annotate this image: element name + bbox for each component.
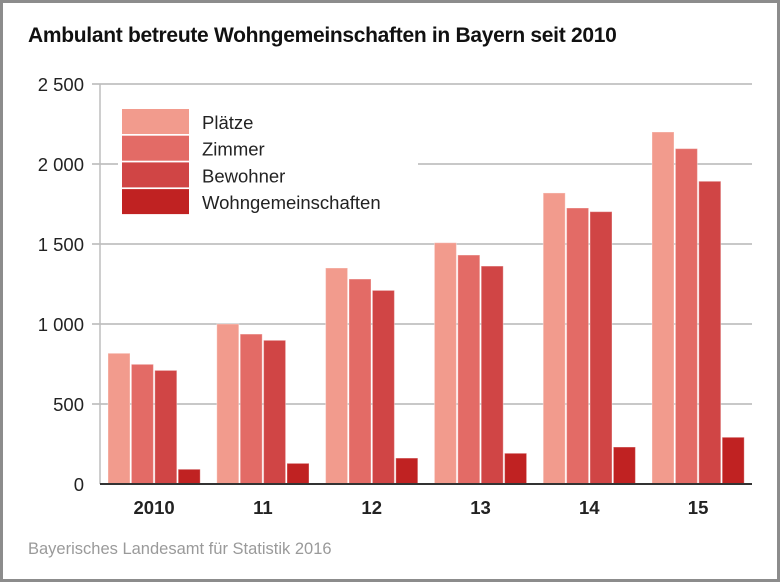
- legend-label: Zimmer: [202, 139, 265, 160]
- bar-pl-tze-11: [216, 323, 240, 485]
- bar-bewohner-15: [698, 180, 722, 485]
- legend-label: Wohngemeinschaften: [202, 192, 381, 213]
- y-tick-label: 0: [74, 474, 84, 495]
- bar-pl-tze-2010: [107, 352, 131, 485]
- bar-wohngemeinschaften-14: [612, 446, 636, 485]
- source-note: Bayerisches Landesamt für Statistik 2016: [28, 540, 332, 558]
- bar-zimmer-2010: [130, 363, 154, 485]
- bar-wohngemeinschaften-13: [504, 452, 528, 485]
- bar-bewohner-12: [371, 289, 395, 485]
- y-tick-label: 500: [53, 394, 84, 415]
- chart-title: Ambulant betreute Wohngemeinschaften in …: [28, 24, 617, 47]
- legend-swatch: [122, 109, 189, 134]
- y-tick-label: 2 000: [38, 154, 84, 175]
- bar-pl-tze-14: [542, 192, 566, 485]
- bars: [107, 131, 745, 485]
- bar-wohngemeinschaften-12: [395, 457, 419, 485]
- legend-swatch: [122, 189, 189, 215]
- bar-pl-tze-13: [433, 242, 457, 485]
- y-tick-label: 1 500: [38, 234, 84, 255]
- bar-bewohner-2010: [154, 369, 178, 485]
- legend-swatch: [122, 135, 189, 161]
- bar-wohngemeinschaften-11: [286, 462, 310, 485]
- legend-label: Bewohner: [202, 165, 285, 186]
- bar-bewohner-13: [480, 265, 504, 485]
- bar-pl-tze-12: [325, 267, 349, 485]
- bar-zimmer-11: [239, 333, 263, 485]
- x-tick-label: 12: [361, 497, 382, 518]
- x-tick-label: 14: [579, 497, 600, 518]
- x-tick-label: 15: [688, 497, 709, 518]
- bar-zimmer-12: [348, 278, 372, 485]
- legend-label: Plätze: [202, 112, 253, 133]
- bar-pl-tze-15: [651, 131, 675, 485]
- bar-zimmer-14: [566, 207, 590, 485]
- bar-zimmer-13: [457, 254, 481, 485]
- bar-bewohner-14: [589, 211, 613, 485]
- bar-wohngemeinschaften-15: [721, 436, 745, 485]
- legend: Plätze Zimmer Bewohner Wohngemeinschaften: [118, 105, 418, 215]
- y-tick-label: 1 000: [38, 314, 84, 335]
- x-tick-label: 11: [253, 497, 273, 518]
- y-tick-label: 2 500: [38, 74, 84, 95]
- x-tick-label: 13: [470, 497, 491, 518]
- x-tick-label: 2010: [134, 497, 175, 518]
- bar-zimmer-15: [674, 148, 698, 485]
- x-axis: 2010 11 12 13 14 15: [100, 483, 752, 518]
- y-axis: 0 500 1 000 1 500 2 000 2 500: [38, 74, 101, 495]
- bar-wohngemeinschaften-2010: [177, 468, 201, 485]
- legend-swatch: [122, 162, 189, 188]
- bar-bewohner-11: [263, 339, 287, 485]
